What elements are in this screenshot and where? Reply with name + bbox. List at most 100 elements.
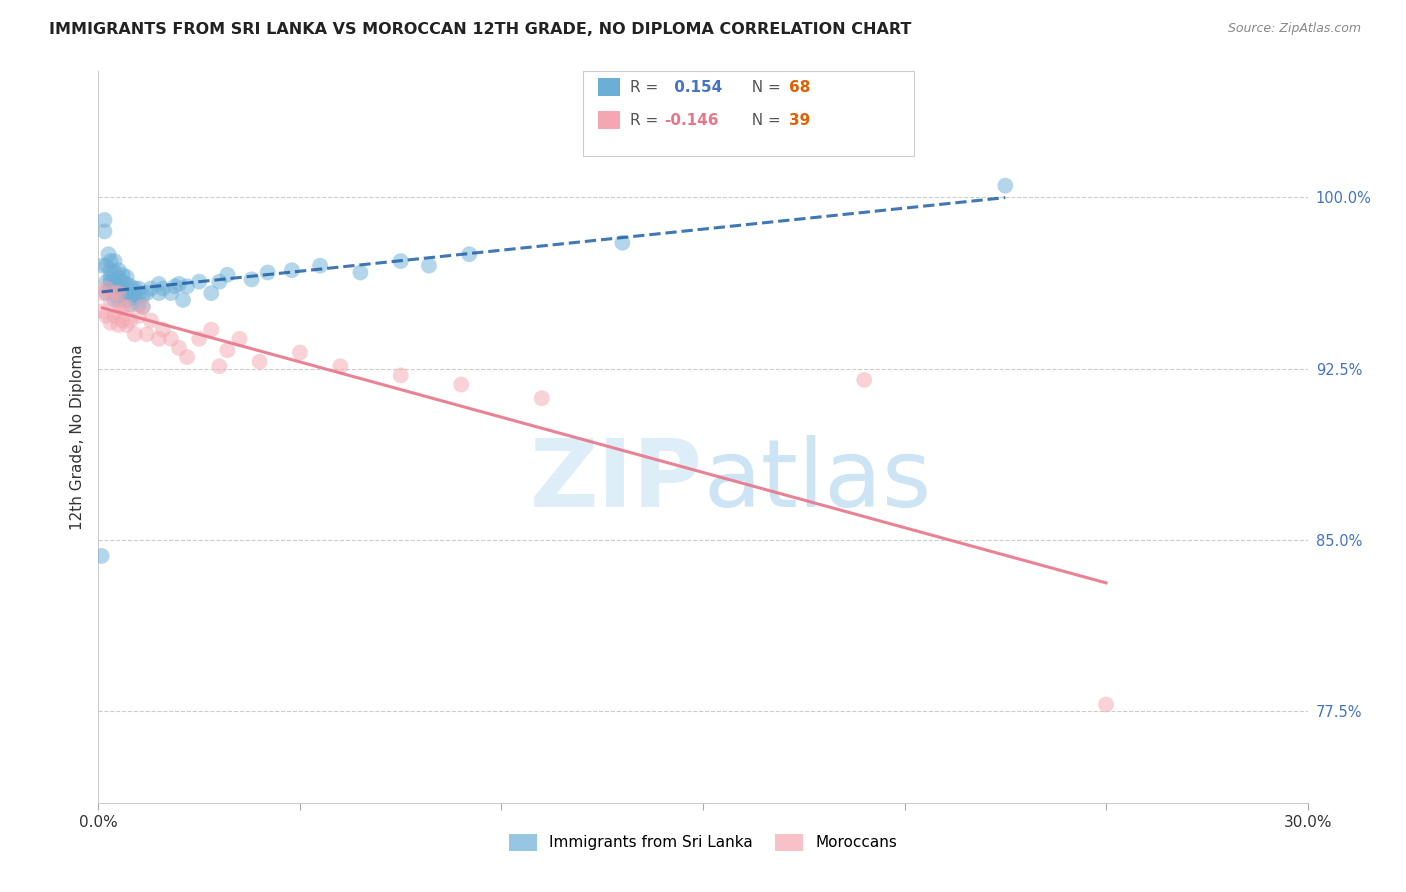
Point [163, 279, 186, 293]
Point [103, 286, 125, 301]
Point [107, 281, 129, 295]
Point [107, 288, 129, 302]
Point [103, 275, 125, 289]
Point [458, 247, 481, 261]
Point [115, 300, 138, 314]
Point [139, 281, 162, 295]
Point [120, 313, 142, 327]
Point [90, 549, 112, 563]
Point [139, 313, 162, 327]
Text: Source: ZipAtlas.com: Source: ZipAtlas.com [1227, 22, 1361, 36]
Point [188, 275, 211, 289]
Point [111, 313, 134, 327]
Point [107, 318, 129, 332]
Point [100, 277, 122, 291]
Point [1095, 698, 1118, 712]
Point [120, 288, 142, 302]
Point [208, 359, 231, 374]
Point [132, 300, 155, 314]
Point [115, 293, 138, 307]
Point [120, 297, 142, 311]
Point [349, 266, 371, 280]
Text: N =: N = [742, 113, 786, 128]
Text: -0.146: -0.146 [664, 113, 718, 128]
Point [107, 293, 129, 307]
Point [93, 213, 115, 227]
Point [100, 263, 122, 277]
Point [135, 327, 157, 342]
Point [97, 247, 120, 261]
Point [100, 316, 122, 330]
Point [111, 281, 134, 295]
Point [111, 275, 134, 289]
Point [91, 259, 114, 273]
Point [124, 327, 146, 342]
Point [115, 277, 138, 291]
Point [200, 323, 222, 337]
Point [853, 373, 876, 387]
Point [176, 350, 198, 364]
Text: IMMIGRANTS FROM SRI LANKA VS MOROCCAN 12TH GRADE, NO DIPLOMA CORRELATION CHART: IMMIGRANTS FROM SRI LANKA VS MOROCCAN 12… [49, 22, 911, 37]
Point [107, 304, 129, 318]
Point [115, 270, 138, 285]
Point [152, 281, 174, 295]
Point [100, 293, 122, 307]
Text: R =: R = [630, 80, 664, 95]
Point [128, 309, 150, 323]
Point [91, 286, 114, 301]
Point [100, 254, 122, 268]
Point [172, 293, 194, 307]
Point [148, 286, 170, 301]
Legend: Immigrants from Sri Lanka, Moroccans: Immigrants from Sri Lanka, Moroccans [503, 828, 903, 857]
Point [530, 391, 553, 405]
Point [128, 297, 150, 311]
Y-axis label: 12th Grade, No Diploma: 12th Grade, No Diploma [69, 344, 84, 530]
Text: N =: N = [742, 80, 786, 95]
Point [281, 263, 304, 277]
Text: R =: R = [630, 113, 664, 128]
Point [124, 281, 146, 295]
Point [115, 318, 138, 332]
Point [96, 309, 118, 323]
Point [100, 281, 122, 295]
Point [160, 332, 183, 346]
Text: 68: 68 [789, 80, 810, 95]
Point [450, 377, 472, 392]
Point [103, 286, 125, 301]
Point [309, 259, 332, 273]
Point [103, 266, 125, 280]
Point [148, 277, 170, 291]
Point [91, 304, 114, 318]
Point [128, 281, 150, 295]
Point [132, 288, 155, 302]
Point [107, 270, 129, 285]
Point [111, 268, 134, 282]
Point [389, 368, 412, 383]
Point [96, 275, 118, 289]
Point [217, 268, 239, 282]
Point [103, 309, 125, 323]
Point [96, 281, 118, 295]
Point [107, 263, 129, 277]
Point [111, 288, 134, 302]
Point [389, 254, 412, 268]
Point [418, 259, 440, 273]
Point [128, 288, 150, 302]
Point [100, 270, 122, 285]
Point [256, 266, 278, 280]
Point [612, 235, 634, 250]
Point [148, 332, 170, 346]
Point [160, 286, 183, 301]
Point [96, 259, 118, 273]
Point [228, 332, 250, 346]
Point [132, 300, 155, 314]
Point [240, 272, 263, 286]
Point [103, 293, 125, 307]
Text: atlas: atlas [703, 435, 931, 527]
Point [96, 286, 118, 301]
Point [124, 291, 146, 305]
Text: 39: 39 [789, 113, 810, 128]
Point [103, 254, 125, 268]
Point [329, 359, 352, 374]
Point [135, 286, 157, 301]
